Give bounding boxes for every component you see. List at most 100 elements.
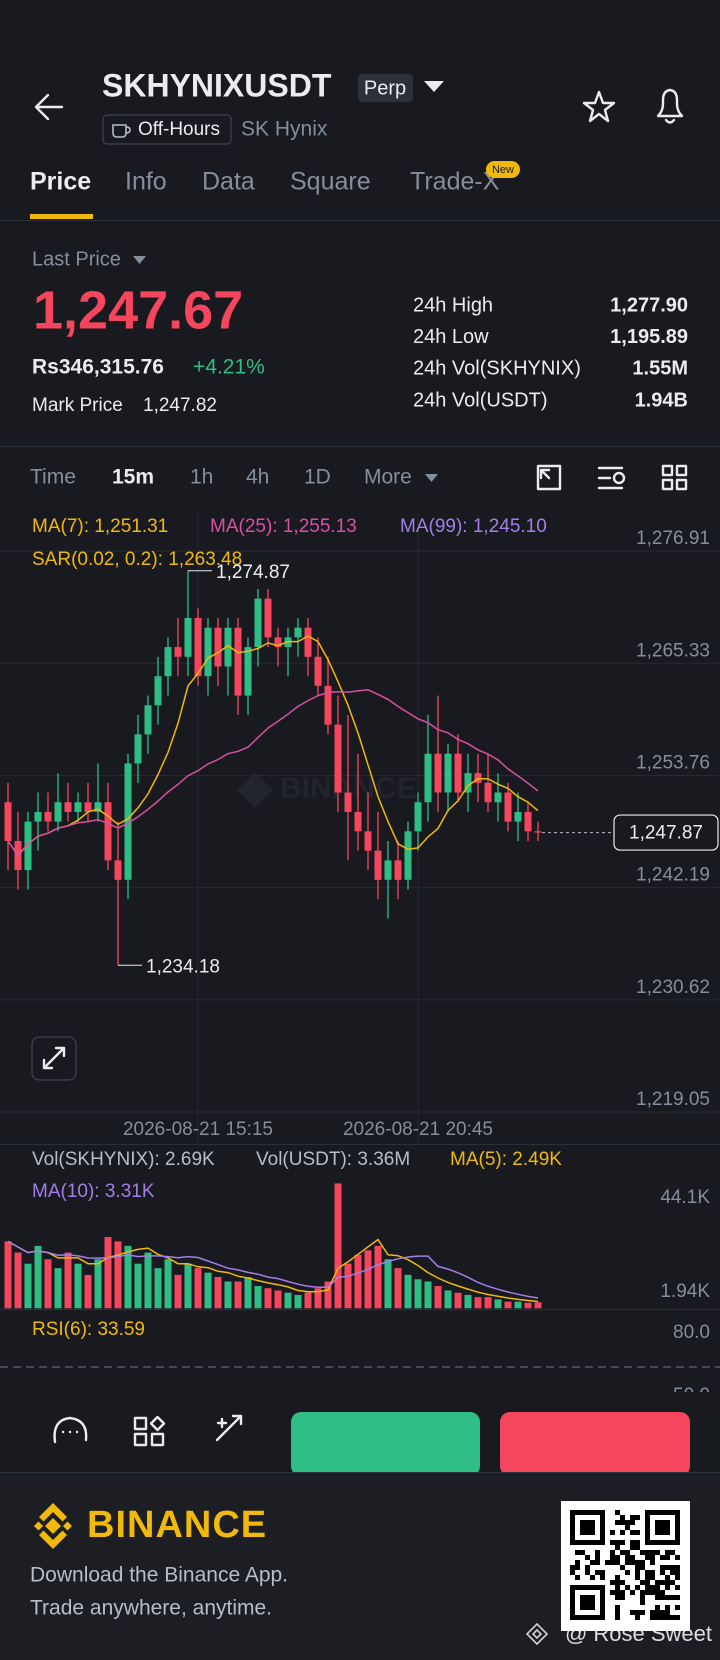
tool-icon[interactable]	[661, 464, 688, 491]
volume-bar	[284, 1292, 292, 1309]
qr-cell	[620, 1595, 625, 1600]
tool-icon[interactable]	[536, 464, 562, 491]
volume-bar	[24, 1263, 32, 1309]
y-tick-label: 1,219.05	[636, 1089, 710, 1110]
trade-icon[interactable]	[215, 1414, 243, 1442]
qr-cell	[575, 1575, 580, 1580]
interval[interactable]: 1h	[190, 466, 213, 489]
price-change: +4.21%	[193, 356, 265, 379]
candle-body	[114, 860, 122, 880]
qr-cell	[665, 1580, 670, 1585]
favorite[interactable]	[582, 90, 616, 123]
footer-line: Download the Binance App.	[30, 1564, 288, 1587]
candle-body	[24, 821, 32, 871]
interval[interactable]: 15m	[112, 466, 154, 489]
volume-bar	[524, 1302, 532, 1309]
legend-entry: MA(10): 3.31K	[32, 1181, 155, 1202]
qr-cell	[585, 1565, 590, 1570]
volume-bar	[4, 1241, 12, 1309]
qr-cell	[585, 1570, 590, 1575]
candle-body	[294, 627, 302, 638]
tool-icon[interactable]	[597, 466, 626, 490]
mark-price: 1,247.82	[143, 395, 217, 416]
volume-bar	[174, 1274, 182, 1309]
back-button[interactable]	[34, 93, 64, 121]
volume-bar	[124, 1245, 132, 1309]
tab[interactable]: Trade-X	[410, 168, 500, 196]
candle-body	[434, 753, 442, 793]
qr-cell	[630, 1555, 635, 1560]
tab[interactable]: Square	[290, 168, 371, 196]
volume-bar	[44, 1259, 52, 1309]
qr-cell	[665, 1610, 670, 1615]
qr-cell	[600, 1570, 605, 1575]
volume-bar	[74, 1263, 82, 1309]
qr-cell	[655, 1610, 660, 1615]
candle-body	[444, 753, 452, 793]
qr-cell	[675, 1595, 680, 1600]
volume-bar	[274, 1290, 282, 1309]
volume-bar	[164, 1259, 172, 1309]
last-price: 1,247.67	[33, 280, 243, 340]
x-tick-label: 2026-08-21 20:45	[343, 1119, 493, 1140]
y-tick-label: 44.1K	[660, 1187, 710, 1208]
volume-bar	[424, 1281, 432, 1309]
volume-bar	[234, 1281, 242, 1309]
interval[interactable]: More	[364, 466, 412, 489]
stat-value: 1,195.89	[610, 326, 688, 348]
interval[interactable]: 4h	[246, 466, 269, 489]
dropdown[interactable]	[133, 256, 146, 264]
candle-body	[204, 627, 212, 677]
tab[interactable]: Info	[125, 168, 167, 196]
footer-line: Trade anywhere, anytime.	[30, 1597, 272, 1620]
qr-cell	[615, 1545, 620, 1550]
dropdown[interactable]	[425, 474, 438, 482]
volume-bar	[254, 1286, 262, 1309]
local-price: Rs346,315.76	[32, 356, 164, 379]
candle-body	[124, 763, 132, 880]
chat-icon[interactable]	[53, 1416, 88, 1444]
alert-bell[interactable]	[656, 88, 684, 124]
qr-cell	[655, 1595, 660, 1600]
qr-cell	[635, 1565, 640, 1570]
qr-cell	[620, 1530, 625, 1535]
tab[interactable]: Price	[30, 168, 91, 196]
qr-cell	[630, 1540, 635, 1545]
qr-cell	[665, 1550, 670, 1555]
volume-bar	[454, 1292, 462, 1309]
annotation: 1,234.18	[146, 956, 220, 977]
tab[interactable]: Data	[202, 168, 255, 196]
qr-cell	[640, 1600, 645, 1605]
x-tick-label: 2026-08-21 15:15	[123, 1119, 273, 1140]
qr-cell	[615, 1605, 620, 1610]
qr-cell	[630, 1520, 635, 1525]
qr-cell	[640, 1580, 645, 1585]
brand: BINANCE	[87, 1504, 267, 1546]
qr-cell	[595, 1570, 600, 1575]
watermark-logo	[237, 772, 273, 808]
qr-cell	[675, 1585, 680, 1590]
qr-cell	[630, 1515, 635, 1520]
more-icon[interactable]	[133, 1415, 166, 1447]
qr-cell	[655, 1605, 660, 1610]
qr-cell	[650, 1590, 655, 1595]
qr-cell	[625, 1525, 630, 1530]
qr-cell	[635, 1615, 640, 1620]
candle-body	[134, 734, 142, 764]
legend-entry: Vol(SKHYNIX): 2.69K	[32, 1149, 215, 1170]
qr-cell	[635, 1530, 640, 1535]
legend-entry: MA(5): 2.49K	[450, 1149, 562, 1170]
qr-cell	[630, 1560, 635, 1565]
qr-cell	[615, 1585, 620, 1590]
interval[interactable]: 1D	[304, 466, 331, 489]
long-button[interactable]	[291, 1412, 480, 1476]
symbol-dropdown[interactable]	[424, 81, 444, 92]
chart-tools	[536, 464, 688, 491]
qr-cell	[635, 1560, 640, 1565]
qr-cell	[610, 1590, 615, 1595]
last-price-label: 1,247.87	[629, 823, 703, 844]
interval[interactable]: Time	[30, 466, 76, 489]
candle-body	[404, 831, 412, 880]
short-button[interactable]	[500, 1412, 690, 1476]
